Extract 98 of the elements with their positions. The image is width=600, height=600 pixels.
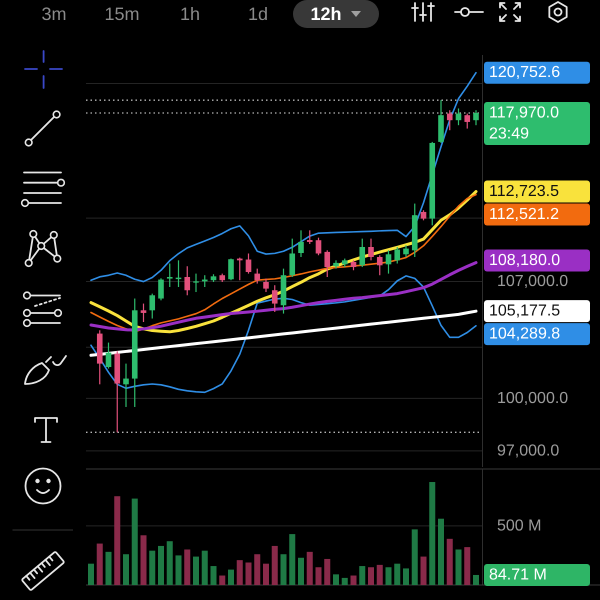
bar [140,535,146,585]
bar [394,564,400,585]
bar [176,555,182,585]
candlestick [298,230,304,258]
bar [202,550,208,585]
y-tick-label: 97,000.0 [497,442,560,460]
bar [324,558,330,585]
candlestick [359,238,366,268]
candlestick [106,342,112,370]
bar [246,562,252,585]
candlestick [149,293,156,320]
candlestick [158,278,164,301]
data-label: 105,177.5 [489,302,560,320]
candlestick [272,284,278,313]
bar [228,570,234,585]
candlestick [263,278,269,293]
bar [123,554,129,585]
bar [210,566,216,585]
bar [166,541,173,585]
bar [368,567,374,585]
candlestick [394,246,400,264]
bar [333,574,339,585]
bar [403,568,409,585]
text: 15m [104,4,140,24]
bar [342,578,348,585]
text: 3m [41,4,67,24]
data-label: 112,723.5 [489,183,560,200]
bar [446,538,453,585]
candlestick [236,257,243,281]
text: 1d [248,4,268,24]
candlestick [254,268,260,284]
candlestick [228,258,234,281]
bar [376,564,383,585]
bar [280,554,286,585]
bar [272,546,278,585]
bar [158,546,164,585]
data-label: 104,289.8 [489,326,560,343]
bar [106,552,112,585]
text: 23:49 [489,125,530,142]
bar [254,554,260,585]
candlestick [368,238,374,261]
candlestick [123,363,129,408]
candlestick [184,266,190,296]
y-tick-label: 100,000.0 [497,390,568,407]
bar [298,558,304,585]
y-tick-label: 500 M [497,517,542,534]
candlestick [176,260,182,288]
data-label: 120,752.6 [489,64,560,82]
bar [359,566,366,585]
candlestick [202,274,208,288]
candlestick [166,262,173,288]
bar [473,574,479,585]
data-label: 112,521.2 [489,206,560,224]
bar [263,564,269,585]
bar [429,482,436,585]
candlestick [350,260,356,271]
bar [386,567,392,585]
bar [306,552,313,585]
text: 12h [310,4,342,24]
bar [316,567,322,585]
candlestick [140,302,146,323]
candlestick [316,237,322,256]
bar [88,564,94,585]
data-label: 108,180.0 [489,252,560,270]
bar [149,550,156,585]
bar [420,556,426,585]
bar [350,576,356,585]
candlestick [306,230,313,245]
bar [193,556,199,585]
candlestick [464,112,470,130]
text: 1h [180,4,200,24]
bar [438,518,444,585]
bar [412,529,418,585]
candlestick [324,250,330,278]
bar [219,576,226,585]
candlestick [376,254,383,276]
candlestick [289,238,296,278]
ref-line-label: 117,970.0 [489,104,560,122]
candlestick [403,244,409,258]
line-series [90,72,477,282]
candlestick [246,252,252,274]
y-tick-label: 107,000.0 [497,273,568,290]
text: 84.71 M [489,566,547,584]
bar [184,549,190,585]
candlestick [420,210,426,221]
bar [464,547,470,585]
candlestick [473,110,479,126]
bar [96,544,103,585]
line-series [90,275,477,394]
bar [132,498,138,585]
bar [114,496,120,585]
bar [456,549,462,585]
line-series [90,261,478,332]
bar [236,560,243,585]
candlestick [386,250,392,274]
candlestick [446,110,453,131]
bar [289,534,296,585]
candlestick [456,108,462,126]
